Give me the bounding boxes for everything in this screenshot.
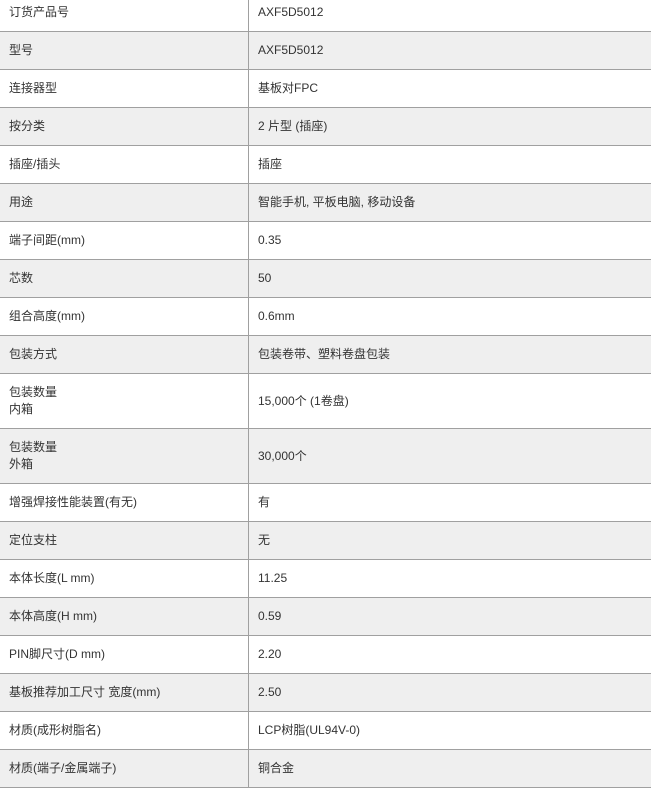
- spec-label: 端子间距(mm): [0, 221, 249, 260]
- spec-label: 材质(成形树脂名): [0, 711, 249, 750]
- spec-label: 按分类: [0, 107, 249, 146]
- spec-label-text: 材质(端子/金属端子): [9, 761, 117, 775]
- spec-label-text: 组合高度(mm): [9, 309, 85, 323]
- spec-label-text: 用途: [9, 195, 34, 209]
- spec-value: 15,000个 (1卷盘): [248, 373, 651, 429]
- spec-label-text: 芯数: [9, 271, 34, 285]
- spec-value: 11.25: [248, 559, 651, 598]
- spec-row: 基板推荐加工尺寸 宽度(mm) 2.50: [0, 673, 651, 712]
- spec-label: 基板推荐加工尺寸 宽度(mm): [0, 673, 249, 712]
- spec-row: 材质(成形树脂名) LCP树脂(UL94V-0): [0, 711, 651, 750]
- spec-value: 0.35: [248, 221, 651, 260]
- spec-value: AXF5D5012: [248, 0, 651, 32]
- spec-label-text: 增强焊接性能装置(有无): [9, 495, 137, 509]
- spec-value: 铜合金: [248, 749, 651, 788]
- spec-label-text: 按分类: [9, 119, 46, 133]
- spec-row: 订货产品号 AXF5D5012: [0, 0, 651, 32]
- spec-label-subtext: 外箱: [9, 457, 34, 471]
- spec-label-text: 包装数量: [9, 440, 58, 454]
- spec-label-text: 插座/插头: [9, 157, 61, 171]
- spec-row: 按分类 2 片型 (插座): [0, 107, 651, 146]
- spec-row: 包装方式 包装卷带、塑料卷盘包装: [0, 335, 651, 374]
- spec-value: 50: [248, 259, 651, 298]
- spec-row: 包装数量 外箱 30,000个: [0, 428, 651, 484]
- spec-label: 插座/插头: [0, 145, 249, 184]
- spec-row: 连接器型 基板对FPC: [0, 69, 651, 108]
- spec-label: 增强焊接性能装置(有无): [0, 483, 249, 522]
- spec-label: 组合高度(mm): [0, 297, 249, 336]
- spec-label-text: 本体长度(L mm): [9, 571, 95, 585]
- spec-row: 定位支柱 无: [0, 521, 651, 560]
- spec-value: 30,000个: [248, 428, 651, 484]
- spec-row: 组合高度(mm) 0.6mm: [0, 297, 651, 336]
- spec-value: 基板对FPC: [248, 69, 651, 108]
- spec-row: 本体长度(L mm) 11.25: [0, 559, 651, 598]
- spec-value: 2.20: [248, 635, 651, 674]
- spec-value: 0.59: [248, 597, 651, 636]
- spec-label-subtext: 内箱: [9, 402, 34, 416]
- spec-row: PIN脚尺寸(D mm) 2.20: [0, 635, 651, 674]
- spec-label: 芯数: [0, 259, 249, 298]
- spec-label-text: 端子间距(mm): [9, 233, 85, 247]
- spec-label-text: 材质(成形树脂名): [9, 723, 101, 737]
- spec-label: 订货产品号: [0, 0, 249, 32]
- spec-value: 2.50: [248, 673, 651, 712]
- spec-value: 无: [248, 521, 651, 560]
- spec-label-text: PIN脚尺寸(D mm): [9, 647, 105, 661]
- spec-label: 包装方式: [0, 335, 249, 374]
- spec-label: 包装数量 内箱: [0, 373, 249, 429]
- spec-label: 用途: [0, 183, 249, 222]
- spec-label: 本体长度(L mm): [0, 559, 249, 598]
- spec-label-text: 包装方式: [9, 347, 58, 361]
- spec-label: 定位支柱: [0, 521, 249, 560]
- spec-row: 插座/插头 插座: [0, 145, 651, 184]
- spec-label: 材质(端子/金属端子): [0, 749, 249, 788]
- spec-value: 0.6mm: [248, 297, 651, 336]
- spec-value: 智能手机, 平板电脑, 移动设备: [248, 183, 651, 222]
- spec-row: 材质(端子/金属端子) 铜合金: [0, 749, 651, 788]
- spec-label: 本体高度(H mm): [0, 597, 249, 636]
- spec-label-text: 定位支柱: [9, 533, 58, 547]
- spec-value: AXF5D5012: [248, 31, 651, 70]
- spec-label-text: 连接器型: [9, 81, 58, 95]
- spec-value: LCP树脂(UL94V-0): [248, 711, 651, 750]
- spec-row: 芯数 50: [0, 259, 651, 298]
- spec-label-text: 基板推荐加工尺寸 宽度(mm): [9, 685, 161, 699]
- spec-label-text: 型号: [9, 43, 34, 57]
- spec-label: 型号: [0, 31, 249, 70]
- spec-value: 包装卷带、塑料卷盘包装: [248, 335, 651, 374]
- spec-row: 型号 AXF5D5012: [0, 31, 651, 70]
- spec-label: 包装数量 外箱: [0, 428, 249, 484]
- spec-row: 包装数量 内箱 15,000个 (1卷盘): [0, 373, 651, 429]
- spec-label: 连接器型: [0, 69, 249, 108]
- spec-row: 本体高度(H mm) 0.59: [0, 597, 651, 636]
- spec-label-text: 包装数量: [9, 385, 58, 399]
- spec-row: 增强焊接性能装置(有无) 有: [0, 483, 651, 522]
- spec-value: 插座: [248, 145, 651, 184]
- spec-value: 2 片型 (插座): [248, 107, 651, 146]
- spec-value: 有: [248, 483, 651, 522]
- spec-row: 用途 智能手机, 平板电脑, 移动设备: [0, 183, 651, 222]
- spec-label-text: 本体高度(H mm): [9, 609, 97, 623]
- spec-label: PIN脚尺寸(D mm): [0, 635, 249, 674]
- spec-label-text: 订货产品号: [9, 5, 70, 19]
- spec-row: 端子间距(mm) 0.35: [0, 221, 651, 260]
